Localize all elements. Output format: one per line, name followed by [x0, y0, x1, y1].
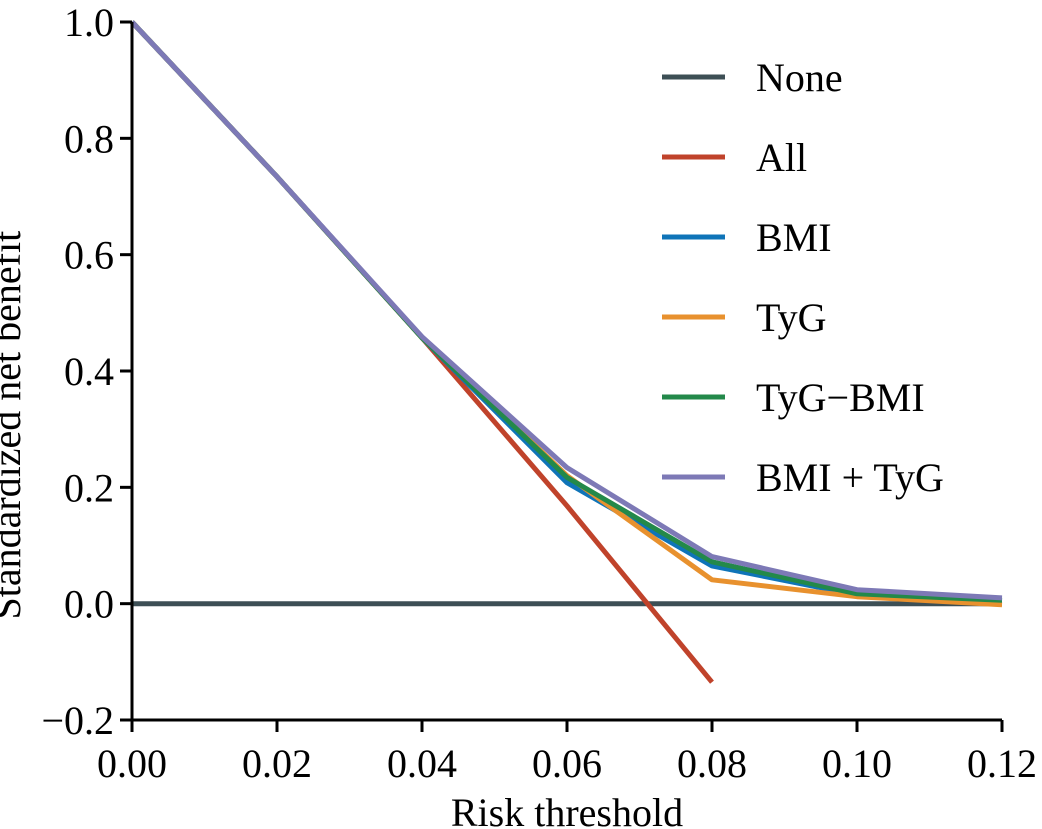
- legend-label: BMI + TyG: [756, 455, 944, 500]
- series-line-bmi: [130, 20, 1003, 604]
- legend-item-tyg-bmi: TyG−BMI: [662, 375, 925, 420]
- x-tick-label: 0.00: [97, 741, 167, 786]
- legend-label: All: [756, 135, 807, 180]
- y-tick-label: 0.8: [64, 116, 114, 161]
- legend-item-tyg: TyG: [662, 295, 827, 340]
- series-line-bmi-tyg: [130, 20, 1003, 601]
- series-line-all: [130, 20, 714, 684]
- y-tick-label: 0.2: [64, 465, 114, 510]
- y-tick-label: 0.6: [64, 233, 114, 278]
- series-line-tyg-bmi: [130, 20, 1003, 603]
- legend-item-none: None: [662, 55, 843, 100]
- legend-item-bmi: BMI: [662, 215, 832, 260]
- x-tick-label: 0.02: [242, 741, 312, 786]
- legend-label: None: [756, 55, 843, 100]
- legend: None All BMI TyG TyG−BMI BMI + TyG: [662, 55, 944, 500]
- legend-item-bmi-tyg: BMI + TyG: [662, 455, 944, 500]
- x-tick-label: 0.12: [967, 741, 1037, 786]
- x-tick-label: 0.10: [822, 741, 892, 786]
- legend-label: TyG−BMI: [756, 375, 925, 420]
- x-tick-label: 0.04: [387, 741, 457, 786]
- legend-item-all: All: [662, 135, 807, 180]
- y-tick-label: 1.0: [64, 0, 114, 45]
- y-axis-label: Standardized net benefit: [0, 231, 29, 620]
- series-line-tyg: [130, 20, 1003, 608]
- series-lines: [130, 20, 1003, 684]
- x-tick-label: 0.08: [677, 741, 747, 786]
- x-tick-label: 0.06: [532, 741, 602, 786]
- y-tick-label: 0.4: [64, 349, 114, 394]
- y-tick-label: 0.0: [64, 582, 114, 627]
- x-ticks: 0.00 0.02 0.04 0.06 0.08 0.10 0.12: [97, 720, 1037, 786]
- legend-label: BMI: [756, 215, 832, 260]
- legend-label: TyG: [756, 295, 827, 340]
- y-ticks: −0.2 0.0 0.2 0.4 0.6 0.8 1.0: [41, 0, 132, 743]
- x-axis-label: Risk threshold: [451, 790, 683, 829]
- y-tick-label: −0.2: [41, 698, 114, 743]
- axes: −0.20.00.20.40.60.81.0 0.00 0.02 0.04 0.06 0…: [41, 0, 1037, 786]
